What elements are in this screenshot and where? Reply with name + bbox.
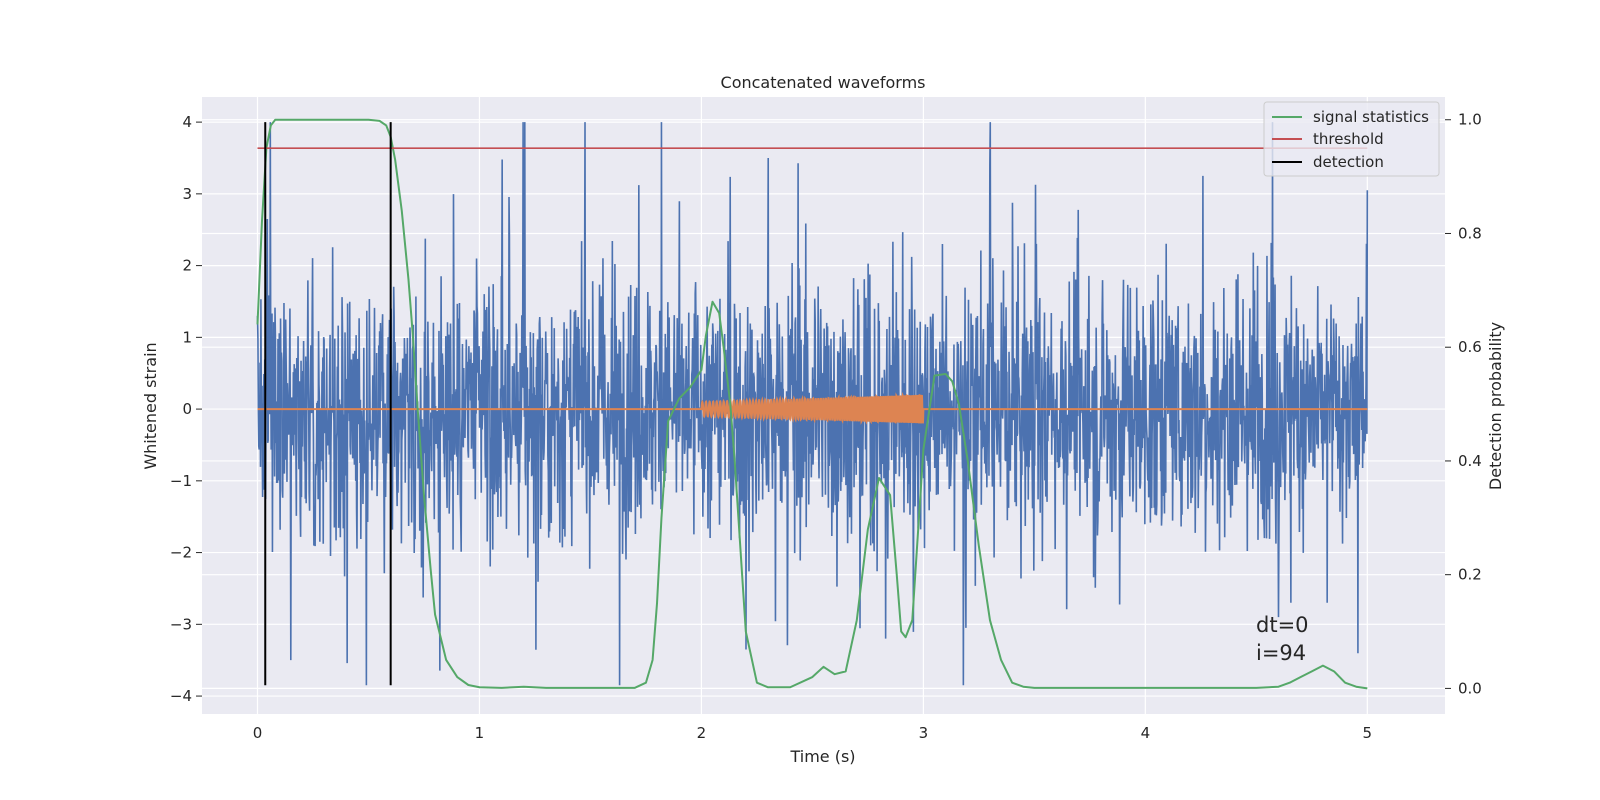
legend-label-signal-statistics: signal statistics [1313,108,1429,126]
legend-label-detection: detection [1313,153,1384,171]
y2-tick-label: 0.4 [1458,452,1482,470]
y2-axis-label: Detection probability [1486,322,1505,490]
y-tick-label: −4 [170,687,192,705]
x-axis-label: Time (s) [789,747,855,766]
x-tick-label: 2 [697,724,707,742]
annotation-dt: dt=0 [1256,613,1309,637]
series-whitened-strain [256,122,1369,686]
legend-box [1263,101,1440,177]
y-tick-label: −1 [170,472,192,490]
series-signal-statistics [256,118,1368,690]
x-tick-label: 4 [1141,724,1151,742]
y-tick-label: 3 [182,185,192,203]
x-tick-label: 5 [1363,724,1373,742]
y-tick-label: 4 [182,113,192,131]
y-axis-label: Whitened strain [141,342,160,469]
y2-tick-label: 0.6 [1458,338,1482,356]
chart-title: Concatenated waveforms [721,73,926,92]
y-tick-label: 1 [182,328,192,346]
y2-tick-label: 0.0 [1458,679,1482,697]
y-tick-label: 0 [182,400,192,418]
y2-tick-label: 0.8 [1458,224,1482,242]
series-injected-waveform [257,391,1368,425]
legend-label-threshold: threshold [1313,130,1384,148]
y2-tick-label: 0.2 [1458,566,1482,584]
x-tick-label: 1 [475,724,485,742]
series-layer [256,118,1369,690]
y-tick-label: −3 [170,615,192,633]
annotation-i: i=94 [1256,641,1306,665]
x-tick-label: 0 [253,724,263,742]
legend: signal statistics threshold detection [1263,101,1440,177]
axis-ticks: 0 1 2 3 4 5 4 3 2 1 0 −1 −2 −3 −4 1.0 0.8 0.6 0.4 0.2 0.0 [170,111,1482,742]
y-tick-label: 2 [182,257,192,275]
x-tick-label: 3 [919,724,929,742]
y2-tick-label: 1.0 [1458,111,1482,129]
y-tick-label: −2 [170,544,192,562]
